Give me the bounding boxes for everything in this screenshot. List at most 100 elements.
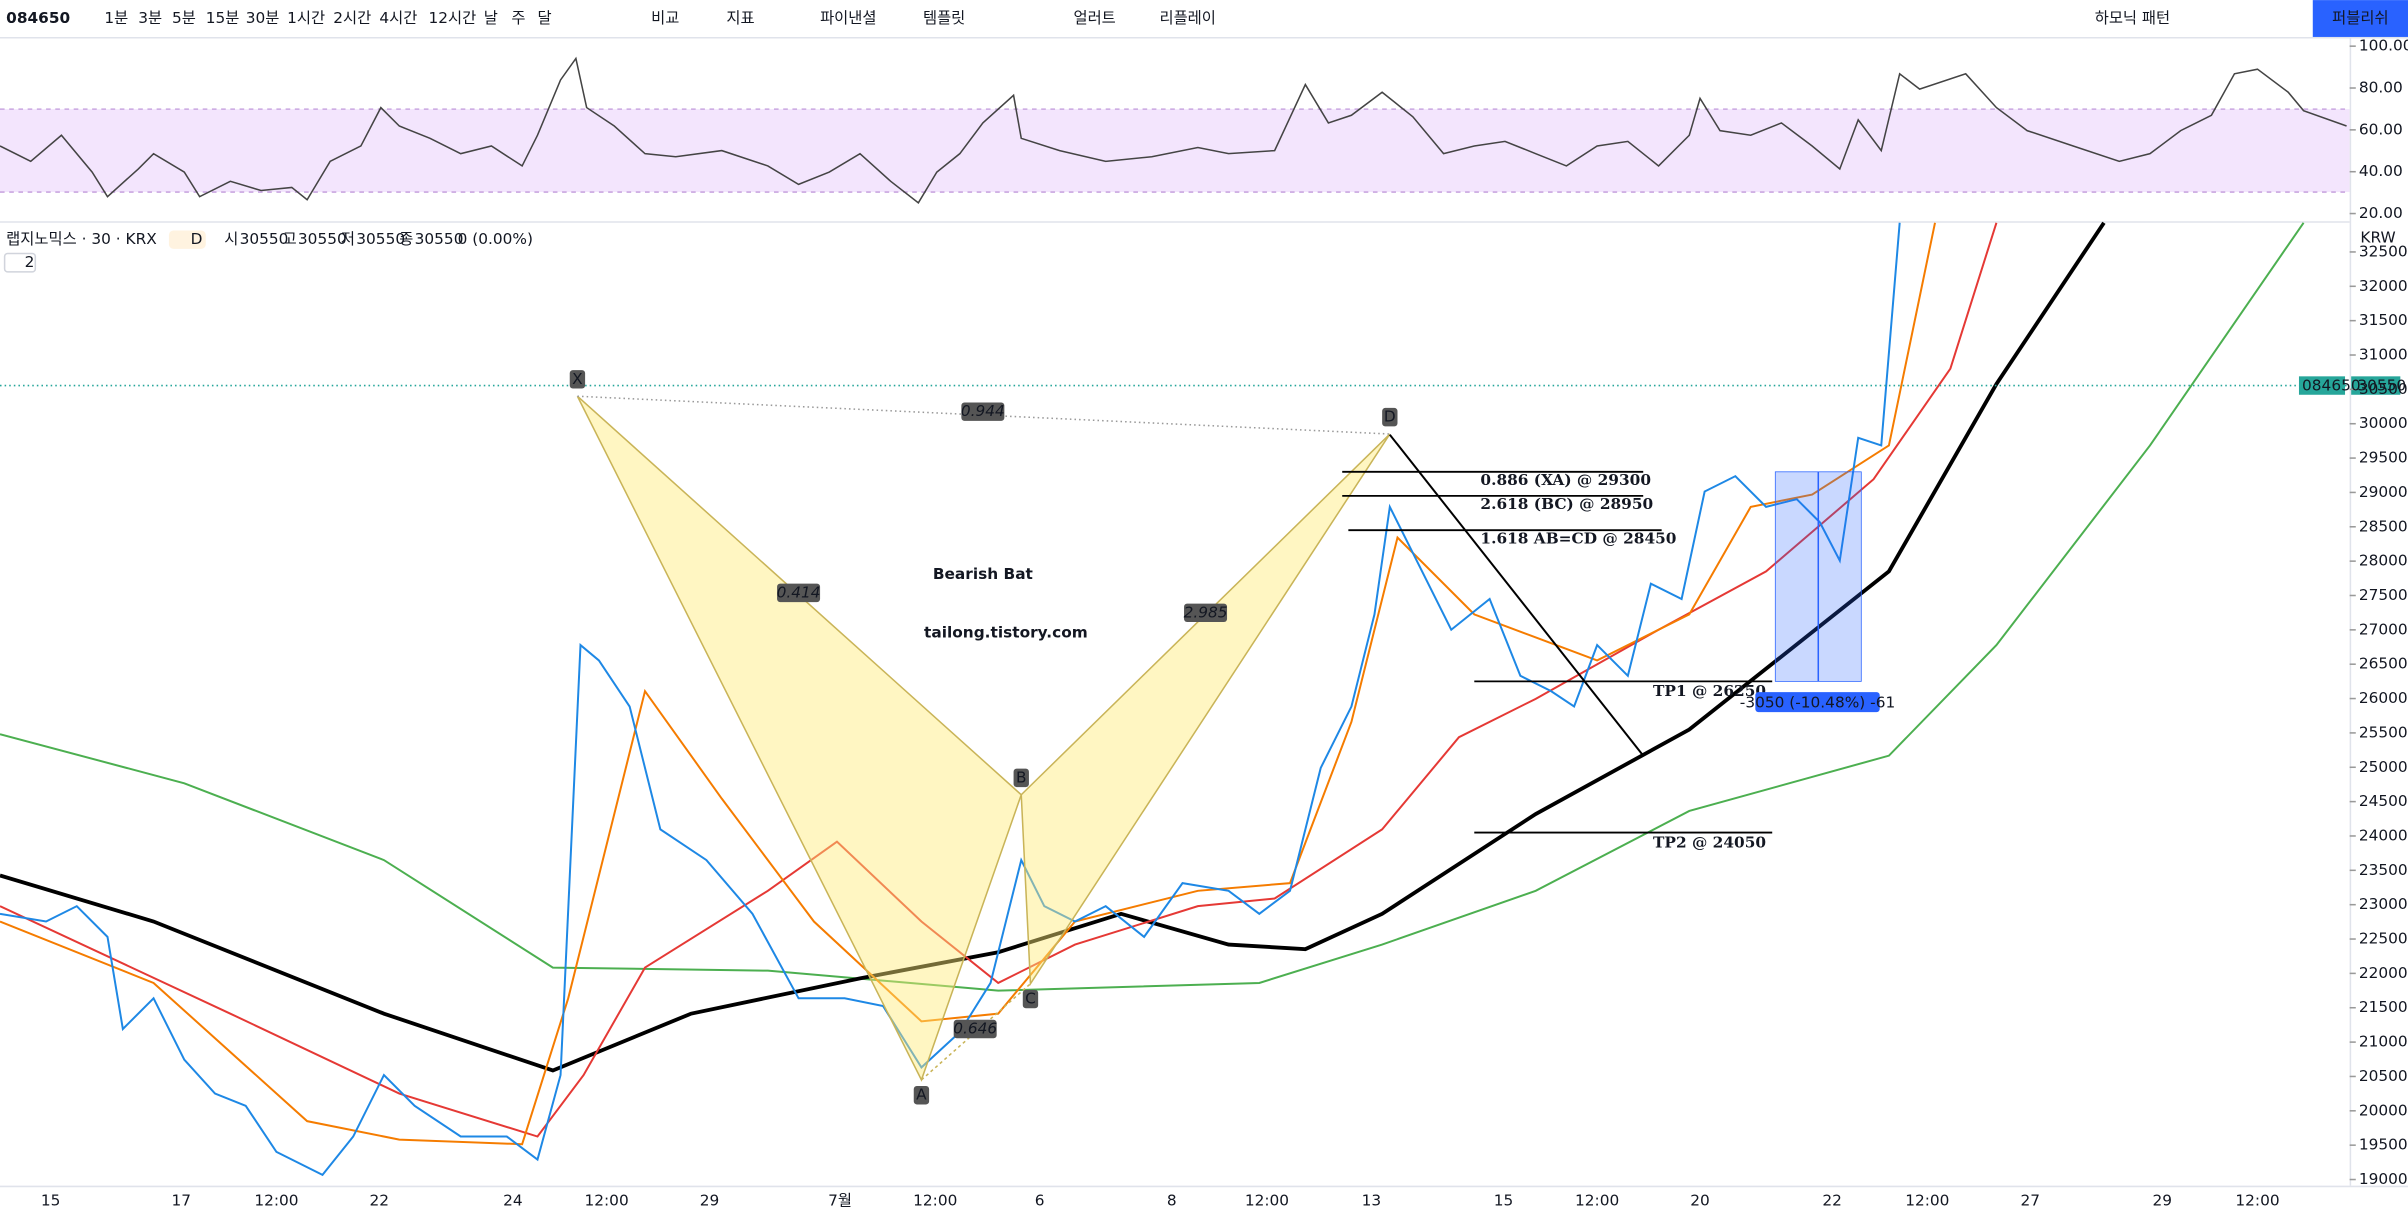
- time-label: 24: [503, 1192, 523, 1210]
- legend-change: 0 (0.00%): [458, 230, 533, 248]
- price-tick-label: 21500: [2359, 998, 2408, 1016]
- time-label: 17: [171, 1192, 191, 1210]
- legend-key: 고: [283, 230, 297, 248]
- time-label: 15: [41, 1192, 61, 1210]
- time-label: 8: [1167, 1192, 1177, 1210]
- price-tick-label: 26000: [2359, 689, 2408, 707]
- interval-button[interactable]: 15분: [206, 9, 240, 27]
- tool-button[interactable]: 리플레이: [1159, 9, 1215, 27]
- fib-label: TP1 @ 26250: [1653, 682, 1766, 700]
- point-label: X: [572, 370, 583, 388]
- time-label: 29: [700, 1192, 720, 1210]
- price-tick-label: 28000: [2359, 552, 2408, 570]
- interval-button[interactable]: 2시간: [333, 9, 371, 27]
- time-label: 6: [1035, 1192, 1045, 1210]
- price-tick-label: 27000: [2359, 620, 2408, 638]
- fib-label: 1.618 AB=CD @ 28450: [1480, 529, 1676, 547]
- symbol-tag: [2298, 376, 2346, 395]
- legend-title: 랩지노믹스 · 30 · KRX: [6, 230, 157, 248]
- price-tick-label: 24000: [2359, 826, 2408, 844]
- pattern: [576, 395, 1391, 1082]
- point-label: C: [1025, 990, 1036, 1008]
- rsi-tick-label: 100.00: [2359, 37, 2408, 55]
- time-label: 20: [1690, 1192, 1710, 1210]
- fib-label: TP2 @ 24050: [1653, 833, 1766, 851]
- price-tick-label: 20000: [2359, 1101, 2408, 1119]
- interval-button[interactable]: 12시간: [428, 9, 476, 27]
- price-tick-label: 22500: [2359, 930, 2408, 948]
- point-label: A: [916, 1086, 927, 1104]
- badge-bg: [168, 230, 206, 249]
- time-label: 15: [1494, 1192, 1514, 1210]
- price-tick-label: 19000: [2359, 1170, 2408, 1188]
- measure-tag: [1755, 692, 1880, 713]
- price-tick-label: 26500: [2359, 655, 2408, 673]
- time-label: 12:00: [584, 1192, 628, 1210]
- price-tick-label: 31000: [2359, 346, 2408, 364]
- ma-red: [0, 222, 1998, 1138]
- interval-button[interactable]: 3분: [138, 9, 162, 27]
- rsi-tick-label: 40.00: [2359, 162, 2403, 180]
- price-tick-label: 20500: [2359, 1067, 2408, 1085]
- interval-button[interactable]: 30분: [246, 9, 280, 27]
- price-tick-label: 23000: [2359, 895, 2408, 913]
- legend-key: 종: [399, 230, 413, 248]
- price-tick-label: 28500: [2359, 517, 2408, 535]
- tool-button[interactable]: 지표: [726, 9, 754, 27]
- price-tick-label: 21000: [2359, 1033, 2408, 1051]
- price-tick-label: 29500: [2359, 449, 2408, 467]
- time-label: 12:00: [1575, 1192, 1619, 1210]
- ratio-box: [961, 402, 1005, 421]
- price-line: [0, 222, 1901, 1177]
- legend-key: 시: [224, 230, 238, 248]
- ma-black: [0, 221, 2106, 1073]
- publish-label[interactable]: 퍼블리쉬: [2332, 9, 2388, 27]
- tool-button[interactable]: 템플릿: [923, 9, 965, 27]
- point-marker: [913, 1086, 930, 1105]
- fib-label: 0.886 (XA) @ 29300: [1480, 471, 1651, 489]
- point-marker: [1382, 407, 1398, 427]
- price-tick-label: 19500: [2359, 1136, 2408, 1154]
- tool-button[interactable]: 비교: [651, 9, 679, 27]
- rsi-tick-label: 20.00: [2359, 204, 2403, 222]
- tool-button[interactable]: 얼러트: [1073, 9, 1115, 27]
- price-tick-label: 30000: [2359, 414, 2408, 432]
- interval-button[interactable]: 1분: [104, 9, 128, 27]
- time-label: 12:00: [2235, 1192, 2279, 1210]
- interval-button[interactable]: 달: [538, 9, 552, 27]
- time-label: 22: [1822, 1192, 1842, 1210]
- time-label: 22: [370, 1192, 390, 1210]
- price-tick-label: 29000: [2359, 483, 2408, 501]
- interval-button[interactable]: 5분: [172, 9, 196, 27]
- ma-green: [0, 222, 2305, 992]
- last-symbol: 084650: [2302, 376, 2361, 394]
- publish-button[interactable]: [2312, 0, 2408, 37]
- point-marker: [1013, 768, 1029, 788]
- price-tick-label: 31500: [2359, 311, 2408, 329]
- legend-value: 30550: [356, 230, 405, 248]
- point-marker: [1022, 989, 1039, 1009]
- rsi-tick-label: 80.00: [2359, 79, 2403, 97]
- interval-button[interactable]: 주: [511, 9, 525, 27]
- interval-button[interactable]: 날: [484, 9, 498, 27]
- pattern-menu[interactable]: 하모닉 패턴: [2095, 9, 2170, 27]
- interval-button[interactable]: 4시간: [379, 9, 417, 27]
- trend-line: [1389, 434, 1644, 757]
- price-tick-label: 27500: [2359, 586, 2408, 604]
- price-tick-label: 32000: [2359, 277, 2408, 295]
- tool-button[interactable]: 파이낸셜: [820, 9, 876, 27]
- price-tick-label: 30500: [2359, 380, 2408, 398]
- ratio-label: 0.414: [777, 583, 821, 601]
- ratio-label: 0.944: [961, 402, 1005, 420]
- time-label: 12:00: [913, 1192, 957, 1210]
- toolbar: [0, 0, 2408, 37]
- rsi-tick-label: 60.00: [2359, 120, 2403, 138]
- fib-label: 2.618 (BC) @ 28950: [1480, 495, 1653, 513]
- currency: KRW: [2360, 229, 2395, 247]
- interval-button[interactable]: 1시간: [287, 9, 325, 27]
- point-marker: [569, 370, 586, 389]
- last-price: 30550: [2357, 376, 2406, 394]
- ratio-box: [953, 1019, 997, 1039]
- collapse-button[interactable]: [3, 252, 37, 273]
